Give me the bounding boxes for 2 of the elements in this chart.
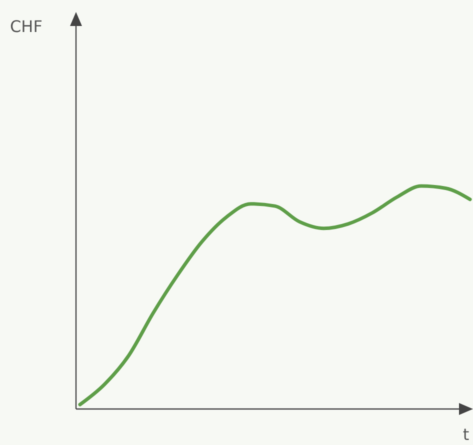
- x-axis-title: t: [462, 425, 470, 444]
- text: CHF: [10, 17, 42, 36]
